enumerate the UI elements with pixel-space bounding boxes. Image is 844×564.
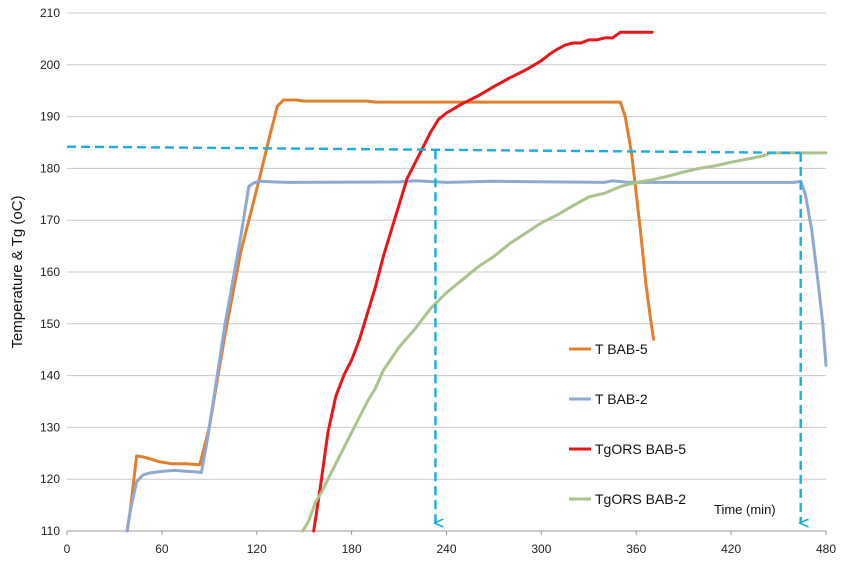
y-tick-label: 200	[40, 58, 60, 72]
legend-label-2: T BAB-2	[595, 391, 648, 407]
legend-label-4: TgORS BAB-2	[595, 491, 686, 507]
x-tick-label: 120	[247, 542, 267, 556]
reference-line-1	[66, 145, 801, 155]
x-tick-label: 480	[816, 542, 836, 556]
series-line-2	[125, 179, 828, 533]
series-line-3	[312, 30, 654, 533]
x-tick-label: 0	[64, 542, 71, 556]
y-tick-label: 140	[40, 369, 60, 383]
x-tick-label: 300	[531, 542, 551, 556]
y-tick-label: 180	[40, 161, 60, 175]
x-axis-annotation: Time (min)	[714, 502, 776, 517]
x-tick-label: 420	[721, 542, 741, 556]
series-line-4	[301, 151, 828, 533]
y-axis-title: Temperature & Tg (oC)	[9, 195, 26, 348]
y-tick-label: 150	[40, 317, 60, 331]
gridlines	[66, 12, 827, 535]
reference-lines	[66, 145, 801, 523]
x-tick-label: 360	[626, 542, 646, 556]
tick-labels: 110 120 130 140 150 160 170 180 190 200 210 0 60 120 1…	[40, 6, 836, 556]
legend-label-1: T BAB-5	[595, 341, 648, 357]
x-tick-label: 180	[342, 542, 362, 556]
y-tick-label: 160	[40, 265, 60, 279]
x-tick-label: 60	[155, 542, 169, 556]
x-tick-label: 240	[436, 542, 456, 556]
y-tick-label: 130	[40, 420, 60, 434]
y-tick-label: 120	[40, 472, 60, 486]
legend-label-3: TgORS BAB-5	[595, 441, 686, 457]
series-lines	[125, 30, 828, 533]
y-tick-label: 170	[40, 213, 60, 227]
y-tick-label: 190	[40, 110, 60, 124]
series-line-1	[125, 98, 656, 533]
legend: T BAB-5 T BAB-2 TgORS BAB-5 TgORS BAB-2	[569, 341, 686, 507]
y-tick-label: 210	[40, 6, 60, 20]
y-tick-label: 110	[41, 524, 60, 538]
